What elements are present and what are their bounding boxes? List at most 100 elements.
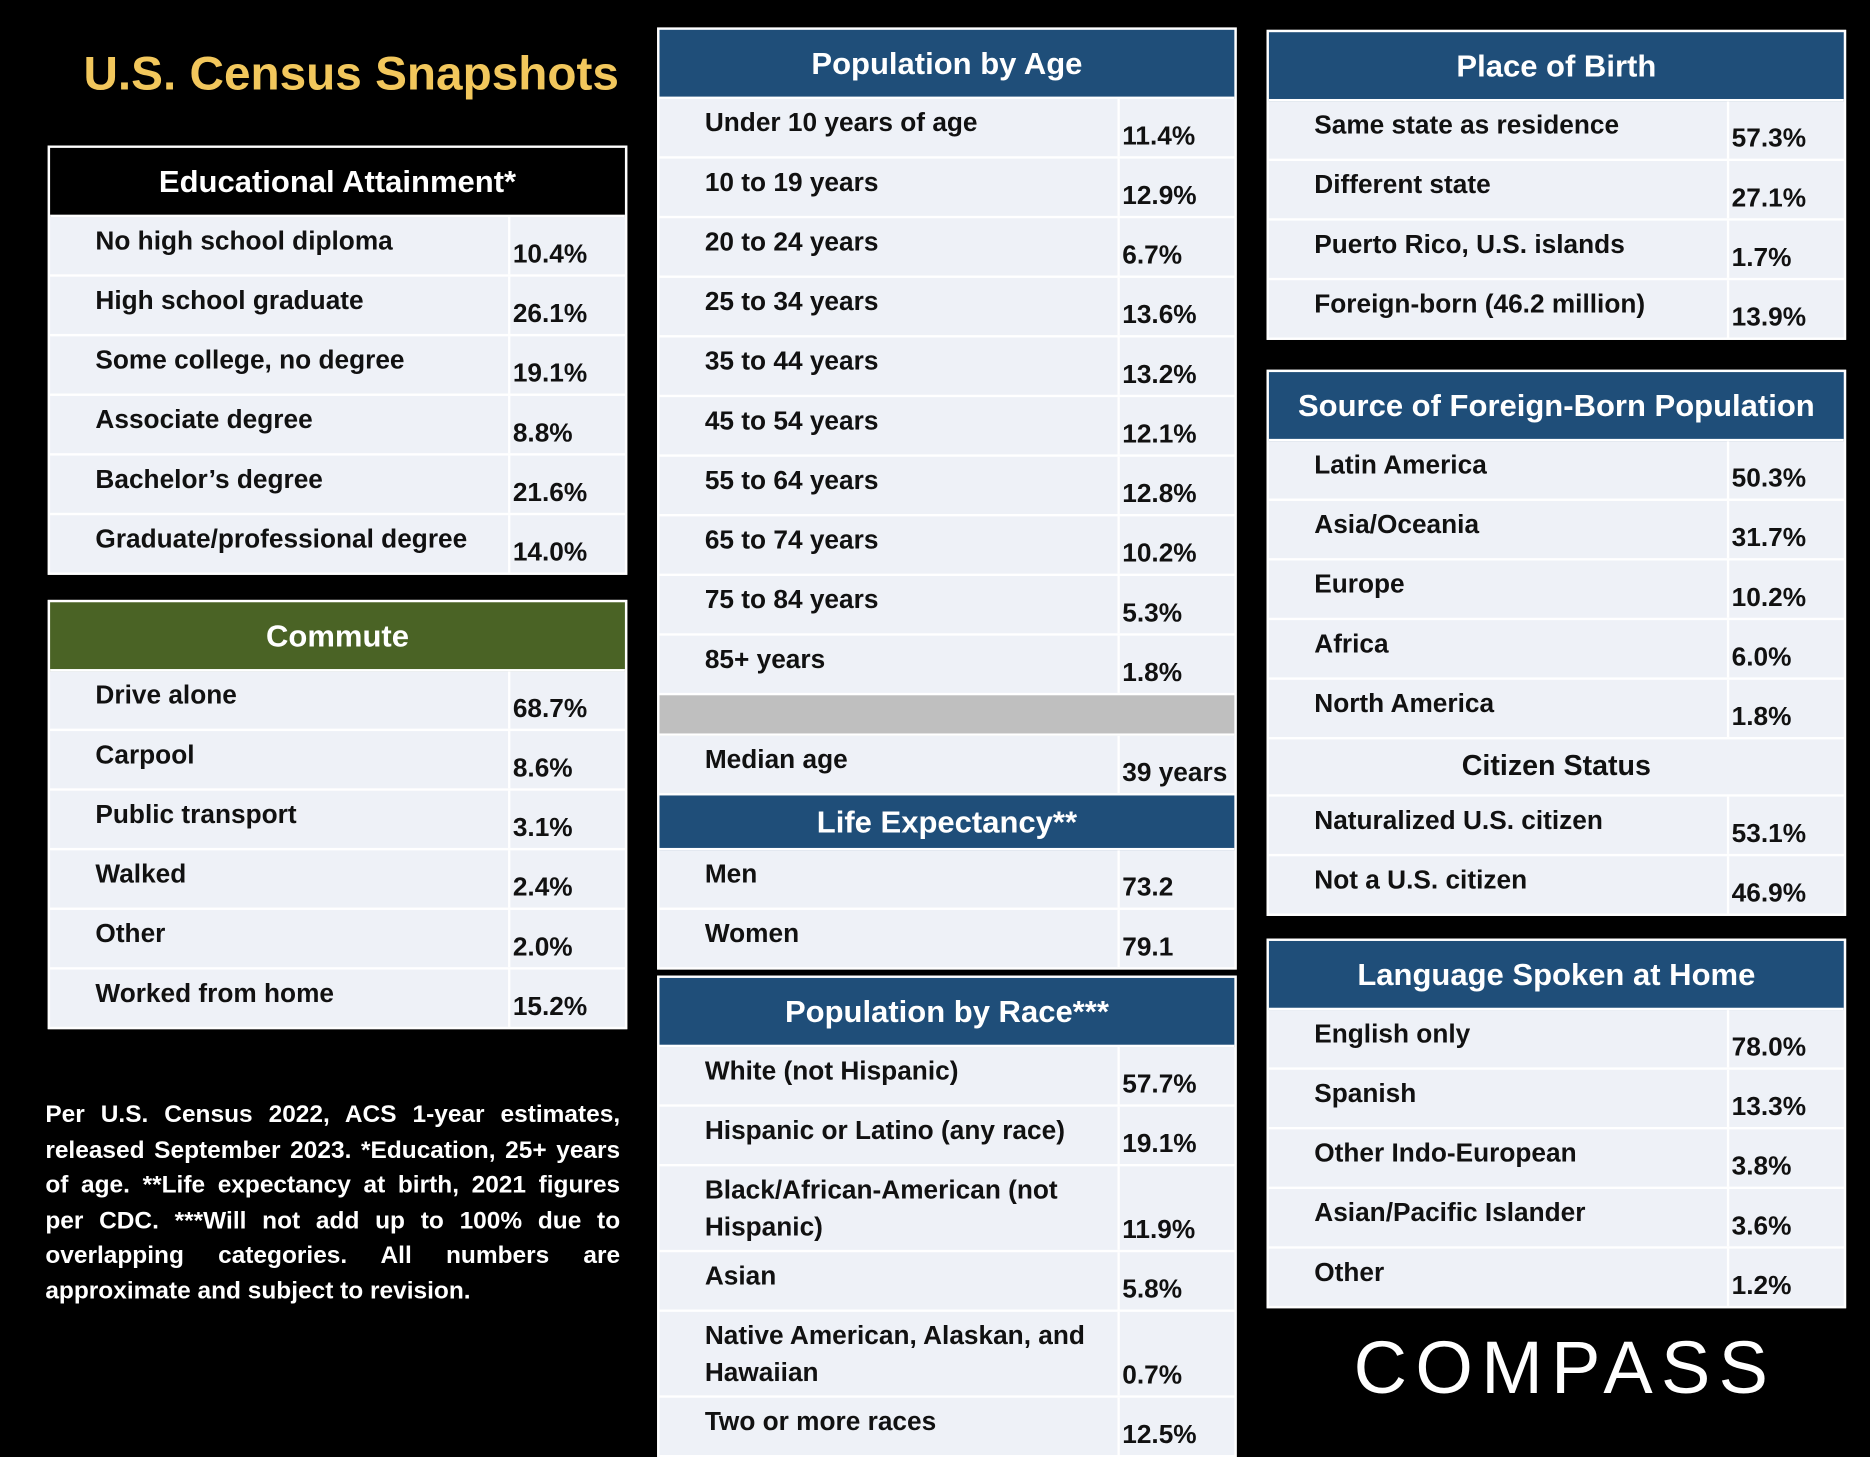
row-value: 13.2% [1119,337,1235,395]
table-row: Women 79.1 [659,909,1235,968]
row-value: 8.6% [510,731,625,789]
table-panel: Place of Birth Same state as residence 57.… [1266,29,1847,340]
row-value: 12.1% [1119,397,1235,455]
row-label: Other [50,909,511,968]
row-label: North America [1268,679,1730,738]
table-header: Educational Attainment* [50,147,625,218]
row-value: 3.1% [510,790,625,848]
row-value: 1.2% [1729,1248,1844,1306]
row-label: Median age [659,735,1120,794]
table-row: Men 73.2 [659,850,1235,910]
row-label: Asian [659,1252,1120,1310]
row-value: 11.9% [1119,1166,1235,1250]
row-value: 13.6% [1119,277,1235,336]
row-label: English only [1268,1010,1730,1068]
table-row: Under 10 years of age 11.4% [659,98,1235,159]
table-row: 55 to 64 years 12.8% [659,456,1235,517]
table-row: 75 to 84 years 5.3% [659,576,1235,636]
row-label: Native American, Alaskan, and Hawaiian [659,1311,1120,1396]
row-value: 0.7% [1119,1311,1235,1396]
table-row: Two or more races 12.5% [659,1397,1235,1455]
table-row: Other 1.2% [1268,1248,1844,1306]
row-value: 10.2% [1119,516,1235,574]
row-label: Europe [1268,560,1730,618]
table-row: Carpool 8.6% [50,731,625,791]
row-label: Men [659,850,1120,908]
row-label: Walked [50,850,511,908]
table-header: Place of Birth [1268,32,1844,102]
table-row: Associate degree 8.8% [50,395,625,456]
table-row: Drive alone 68.7% [50,671,625,732]
row-label: White (not Hispanic) [659,1047,1120,1105]
row-label: 75 to 84 years [659,576,1120,634]
row-value: 5.3% [1119,576,1235,634]
row-label: 20 to 24 years [659,218,1120,276]
table-row: Other 2.0% [50,909,625,970]
row-value: 12.5% [1119,1397,1235,1455]
row-label: Graduate/professional degree [50,515,511,573]
table-row: Native American, Alaskan, and Hawaiian 0.… [659,1311,1235,1398]
divider [659,695,1235,736]
row-label: Hispanic or Latino (any race) [659,1106,1120,1164]
row-label: High school graduate [50,276,511,334]
table-row: Asian/Pacific Islander 3.6% [1268,1189,1844,1249]
table-row: Different state 27.1% [1268,161,1844,221]
row-label: Latin America [1268,441,1730,499]
row-value: 27.1% [1729,161,1844,219]
table-header: Population by Race*** [659,977,1235,1048]
row-label: Same state as residence [1268,101,1730,159]
table-row: 20 to 24 years 6.7% [659,218,1235,278]
table-row: Walked 2.4% [50,850,625,910]
row-value: 12.9% [1119,158,1235,216]
row-value: 12.8% [1119,456,1235,515]
table-row: North America 1.8% [1268,679,1844,740]
row-value: 31.7% [1729,500,1844,559]
table-row: No high school diploma 10.4% [50,217,625,277]
row-label: Under 10 years of age [659,98,1120,157]
table-header: Source of Foreign-Born Population [1268,372,1844,442]
row-value: 78.0% [1729,1010,1844,1068]
table-row: Latin America 50.3% [1268,441,1844,501]
logo: COMPASS [1353,1327,1777,1410]
table-row: Europe 10.2% [1268,560,1844,621]
table-row: Median age 39 years [659,735,1235,796]
table-row: Puerto Rico, U.S. islands 1.7% [1268,220,1844,281]
table-row: Public transport 3.1% [50,790,625,851]
row-value: 2.4% [510,850,625,908]
row-label: Other Indo-European [1268,1129,1730,1187]
table-row: English only 78.0% [1268,1010,1844,1070]
table-header: Commute [50,602,625,672]
row-label: 25 to 34 years [659,277,1120,336]
row-value: 39 years [1119,735,1235,794]
row-value: 53.1% [1729,796,1844,854]
table-panel: Population by Race*** White (not Hispanic… [657,975,1237,1457]
row-value: 6.0% [1729,620,1844,678]
row-value: 15.2% [510,969,625,1027]
table-panel: Population by Age Under 10 years of age 11… [657,27,1237,970]
row-value: 13.3% [1729,1069,1844,1128]
row-label: Africa [1268,620,1730,678]
table-row: Same state as residence 57.3% [1268,101,1844,162]
row-value: 13.9% [1729,280,1844,338]
row-label: Some college, no degree [50,336,511,394]
row-label: Puerto Rico, U.S. islands [1268,220,1730,278]
row-label: Different state [1268,161,1730,219]
row-label: 45 to 54 years [659,397,1120,455]
table-row: Black/African-American (not Hispanic) 11.… [659,1166,1235,1253]
row-label: Asian/Pacific Islander [1268,1189,1730,1247]
footnote: Per U.S. Census 2022, ACS 1-year estimat… [45,1100,621,1305]
table-row: White (not Hispanic) 57.7% [659,1047,1235,1107]
row-label: 65 to 74 years [659,516,1120,574]
row-label: Naturalized U.S. citizen [1268,796,1730,854]
row-label: Spanish [1268,1069,1730,1128]
table-row: Asian 5.8% [659,1252,1235,1312]
table-row: 25 to 34 years 13.6% [659,277,1235,338]
row-value: 2.0% [510,909,625,968]
row-value: 6.7% [1119,218,1235,276]
row-value: 1.7% [1729,220,1844,278]
table-row: Naturalized U.S. citizen 53.1% [1268,796,1844,857]
row-label: Foreign-born (46.2 million) [1268,280,1730,338]
table-row: Some college, no degree 19.1% [50,336,625,396]
row-value: 57.7% [1119,1047,1235,1105]
